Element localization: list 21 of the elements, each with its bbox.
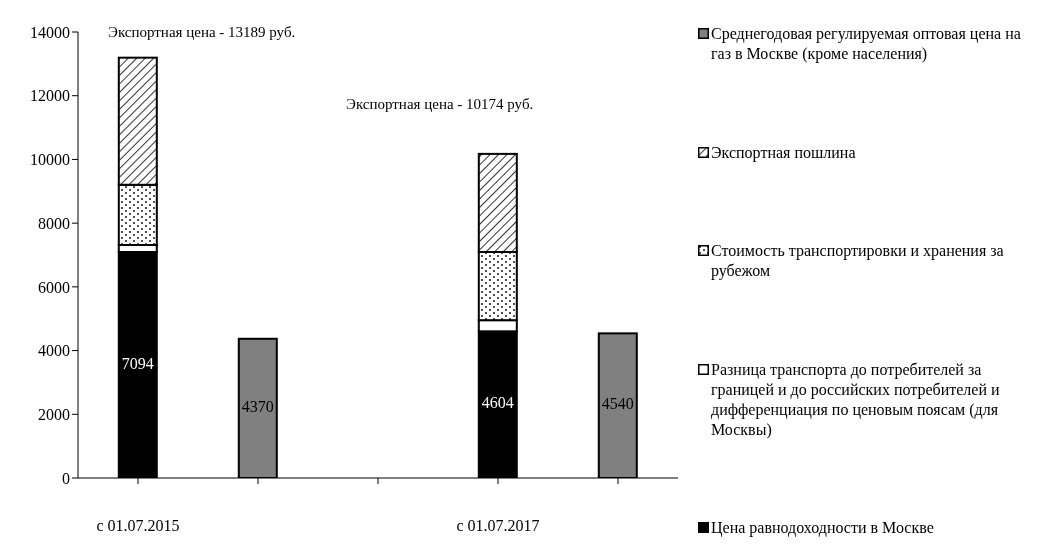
y-tick-label: 4000	[38, 342, 70, 360]
data-label: 4370	[241, 398, 274, 416]
annotation: Экспортная цена - 13189 руб.	[108, 24, 296, 41]
y-tick-label: 2000	[38, 405, 70, 423]
y-tick-label: 8000	[38, 214, 70, 232]
x-tick-label: c 01.07.2015	[96, 517, 180, 535]
y-tick-label: 12000	[30, 87, 70, 105]
y-tick-label: 0	[62, 469, 70, 487]
legend-label: Среднегодовая регулируемая оптовая цена на газ в Москве (кроме населения)	[711, 24, 1022, 64]
data-label: 4540	[601, 395, 634, 413]
y-tick-label: 10000	[30, 151, 70, 169]
y-tick-label: 14000	[30, 23, 70, 41]
data-label: 4604	[481, 394, 514, 412]
legend-label: Стоимость транспортировки и хранения за рубежом	[711, 241, 1005, 281]
data-label: 7094	[121, 354, 154, 372]
y-tick-label: 6000	[38, 278, 70, 296]
legend-label: Разница транспорта до потребителей за границей и до российских потребителей и дифференциация по ценовым поясам (для Москвы)	[711, 359, 1001, 440]
annotation: Экспортная цена - 10174 руб.	[346, 96, 534, 113]
legend-label: Экспортная пошлина	[711, 142, 856, 163]
legend-label: Цена равнодоходности в Москве	[711, 518, 934, 538]
x-tick-label: c 01.07.2017	[456, 517, 540, 535]
